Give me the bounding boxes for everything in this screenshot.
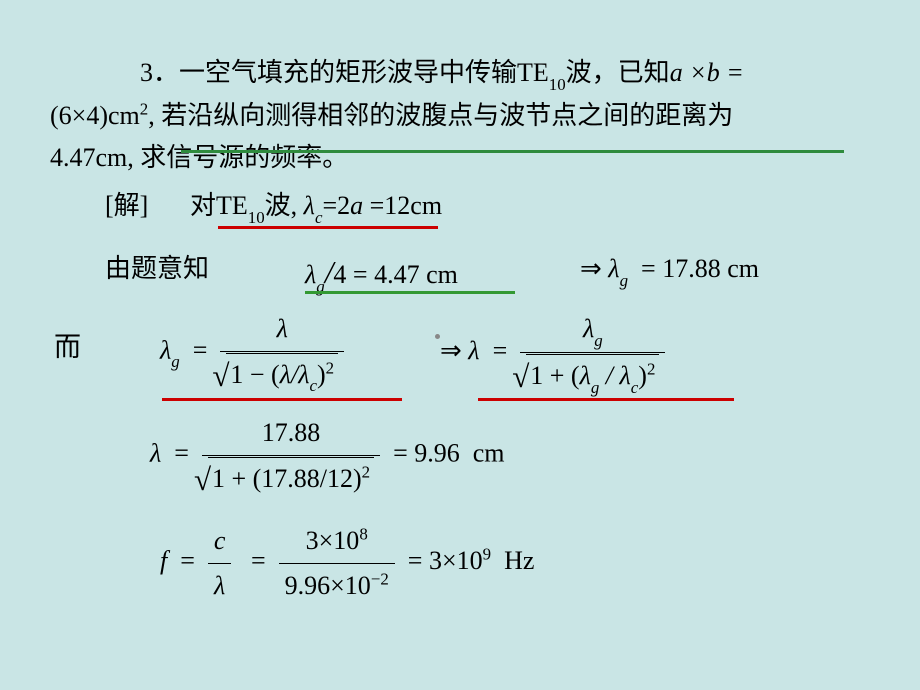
eq3-rval: 9.96 [414, 439, 460, 468]
eq2-den-exp: 2 [326, 358, 334, 377]
eq2b-den-exp: 2 [647, 360, 655, 379]
eq2-den-post: ) [317, 360, 326, 389]
eq4-f2na: 3×10 [306, 526, 360, 555]
equation-lambda-formula: ⇒ λ = λg √ 1 + (λg / λc)2 [440, 308, 750, 388]
lambda-c-a: a [350, 191, 363, 220]
eq4-frac2: 3×108 9.96×10−2 [279, 520, 395, 606]
problem-line1-pre: 一空气填充的矩形波导中传输TE [179, 58, 549, 87]
eq3-eq: = [174, 439, 189, 468]
underline [305, 291, 515, 294]
jie-text1: 对TE [190, 191, 248, 220]
ab-expr: a ×b = [670, 58, 744, 87]
eq3-den-exp: 2 [362, 462, 370, 481]
eq2-den-s2: λ [298, 360, 309, 389]
eq1-sym: λ [305, 260, 316, 289]
eq4-re: 9 [483, 544, 491, 563]
problem-line1-post: 波，已知 [566, 58, 670, 87]
eq2-den-pre: 1 − ( [230, 360, 279, 389]
eq3-sqrt: √ 1 + (17.88/12)2 [208, 457, 374, 500]
te-subscript: 10 [549, 75, 566, 94]
eq2b-sub2: c [631, 378, 639, 397]
problem-text: 3．一空气填充的矩形波导中传输TE10波，已知a ×b = (6×4)cm2, … [50, 52, 900, 178]
eq3-frac: 17.88 √ 1 + (17.88/12)2 [202, 412, 380, 499]
eq4-f1d: λ [208, 563, 232, 607]
eq4-eq3: = [408, 546, 423, 575]
eq3-req: = [393, 439, 408, 468]
eq2b-s1: λ [580, 361, 591, 390]
eq2b-arrow: ⇒ [440, 336, 462, 365]
lambda-c-line: 对TE10波, λc=2a =12cm [190, 185, 442, 228]
eq2b-den-post: ) [638, 361, 647, 390]
eq1-val: 4.47 [374, 260, 420, 289]
eq2b-lhs: λ [468, 336, 479, 365]
eq2-sqrt: √ 1 − (λ/λc)2 [226, 353, 338, 397]
eq2-den-s1: λ [280, 360, 291, 389]
eq2b-num-sym: λ [583, 314, 594, 343]
eq3-num: 17.88 [202, 412, 380, 455]
youti-label: 由题意知 [105, 248, 209, 290]
eq2-frac: λ √ 1 − (λ/λc)2 [220, 308, 344, 397]
eq4-ru: Hz [504, 546, 534, 575]
content-area: 3．一空气填充的矩形波导中传输TE10波，已知a ×b = (6×4)cm2, … [50, 30, 870, 660]
lambda-c-val: =12cm [363, 191, 442, 220]
eq2b-num-sub: g [594, 331, 602, 350]
eq1-div: 4 [333, 260, 346, 289]
eq2b-frac: λg √ 1 + (λg / λc)2 [520, 308, 665, 398]
problem-line2-pre: (6×4)cm [50, 101, 140, 130]
eq2-lhs-sym: λ [160, 335, 171, 364]
equation-frequency: f = c λ = 3×108 9.96×10−2 = 3×109 Hz [160, 520, 560, 600]
eq1-unit: cm [426, 260, 458, 289]
eq1b-unit: cm [727, 254, 759, 283]
eq3-lhs: λ [150, 439, 161, 468]
eq1b-sub: g [620, 271, 628, 290]
eq4-ra: 3×10 [429, 546, 483, 575]
eq2b-s2: λ [620, 361, 631, 390]
problem-line2-mid: , 若沿纵向测得相邻的波腹点与波节点之间的距离为 [148, 101, 733, 130]
eq2b-sub1: g [591, 378, 599, 397]
eq2-num: λ [277, 314, 288, 343]
eq4-eq2: = [251, 546, 266, 575]
eq4-frac1: c λ [208, 520, 232, 606]
lambda-c-sym: λ [304, 191, 315, 220]
eq2b-sqrt: √ 1 + (λg / λc)2 [526, 354, 659, 398]
underline [478, 398, 734, 401]
solution-label-row: [解] [105, 185, 148, 227]
eq4-f2de: −2 [371, 569, 389, 588]
problem-line3: 4.47cm, 求信号源的频率。 [50, 143, 348, 172]
underline [162, 398, 402, 401]
eq1b-eq: = [641, 254, 656, 283]
eq3-den-pre: 1 + (17.88/12) [212, 464, 362, 493]
cm-sup: 2 [140, 100, 148, 119]
eq3-runit: cm [473, 439, 505, 468]
eq2b-den-pre: 1 + ( [530, 361, 579, 390]
equation-lg-formula: λg = λ √ 1 − (λ/λc)2 [160, 308, 420, 388]
marker-dot [435, 334, 440, 339]
jie-te-sub: 10 [248, 208, 265, 227]
eq1b-arrow: ⇒ [580, 254, 602, 283]
eq2b-eq: = [493, 336, 508, 365]
eq2-den-sub2: c [309, 376, 317, 395]
underline [218, 226, 438, 229]
slide-background: 3．一空气填充的矩形波导中传输TE10波，已知a ×b = (6×4)cm2, … [0, 0, 920, 690]
er-label: 而 [54, 326, 81, 369]
eq1b-val: 17.88 [662, 254, 721, 283]
lambda-c-sub: c [315, 208, 323, 227]
jie-text2: 波, [265, 191, 304, 220]
eq1-eq: = [353, 260, 368, 289]
problem-number: 3． [140, 58, 179, 87]
eq2-lhs-sub: g [171, 352, 179, 371]
eq1b-sym: λ [608, 254, 619, 283]
eq4-f2ne: 8 [359, 524, 367, 543]
eq4-f2da: 9.96×10 [285, 571, 371, 600]
eq4-eq1: = [180, 546, 195, 575]
solution-label: [解] [105, 191, 148, 220]
eq2-eq: = [193, 335, 208, 364]
eq4-f1n: c [208, 520, 232, 563]
eq4-lhs: f [160, 546, 167, 575]
lambda-c-eq: =2 [322, 191, 350, 220]
eq2b-slash: / [606, 361, 613, 390]
equation-lg-result: ⇒ λg = 17.88 cm [580, 248, 759, 291]
equation-lambda-numeric: λ = 17.88 √ 1 + (17.88/12)2 = 9.96 cm [150, 412, 530, 492]
underline [181, 150, 844, 153]
